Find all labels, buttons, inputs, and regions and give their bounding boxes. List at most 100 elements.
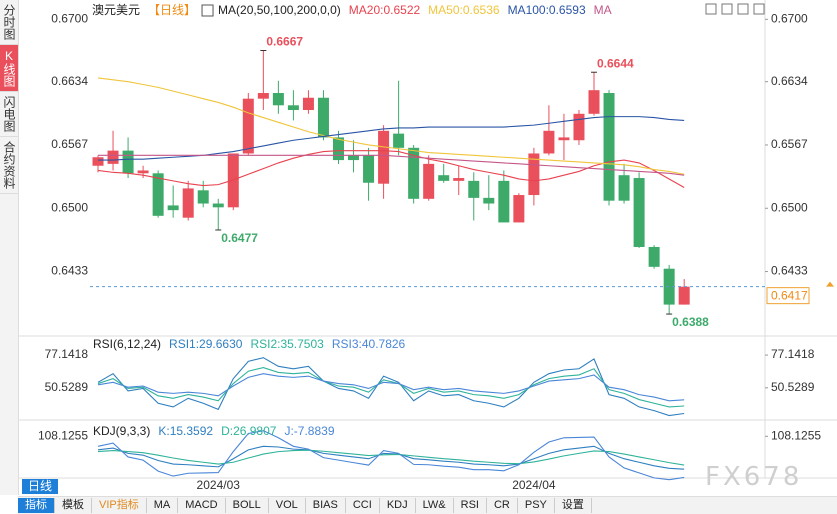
indicator-title: KDJ(9,3,3) xyxy=(93,424,150,438)
candle-body xyxy=(603,93,615,201)
series-line xyxy=(98,154,685,176)
candle-body xyxy=(438,175,450,181)
candle-body xyxy=(648,246,660,267)
candle-body xyxy=(122,150,134,174)
y-tick-label-right: 77.1418 xyxy=(771,347,815,361)
toolbar-button[interactable]: PSY xyxy=(518,498,555,513)
icon[interactable] xyxy=(737,3,749,15)
candle-body xyxy=(663,268,675,305)
toolbar: 指标 模板 VIP指标 MA MACD BOLL VOL BIAS CCI KDJ LW& RSI CR… xyxy=(18,496,837,514)
series-line xyxy=(98,116,685,161)
candle-body xyxy=(588,90,600,114)
toolbar-button[interactable]: MACD xyxy=(178,498,226,513)
extreme-label: 0.6667 xyxy=(266,35,303,49)
tab[interactable]: 分时图 xyxy=(0,0,18,45)
y-tick-label-right: 0.6433 xyxy=(771,264,808,278)
y-tick-label: 108.1255 xyxy=(38,428,88,442)
candle-body xyxy=(332,137,344,161)
toolbar-button[interactable]: KDJ xyxy=(380,498,416,513)
candle-body xyxy=(423,163,435,199)
toolbar-button[interactable]: BIAS xyxy=(306,498,346,513)
legend-entry: RSI3:40.7826 xyxy=(332,337,406,351)
toolbar-button[interactable]: 模板 xyxy=(55,498,92,513)
y-tick-label: 0.6567 xyxy=(51,137,88,151)
candle-body xyxy=(272,93,284,106)
series-line xyxy=(97,357,685,417)
legend-entry: MA100:0.6593 xyxy=(508,3,586,17)
toolbar-button[interactable]: VOL xyxy=(269,498,306,513)
legend-entry: RSI2:35.7503 xyxy=(250,337,324,351)
series-line xyxy=(97,445,685,470)
toolbar-button[interactable]: BOLL xyxy=(226,498,269,513)
extreme-label: 0.6388 xyxy=(672,315,709,329)
series-line xyxy=(97,373,685,402)
candle-body xyxy=(573,113,585,141)
period-button[interactable]: 日线 xyxy=(22,479,58,494)
sidebar: 分时图 K线图 闪电图 合约资料 xyxy=(0,0,19,495)
candle-body xyxy=(257,93,269,99)
series-line xyxy=(97,449,685,466)
candle-body xyxy=(287,105,299,111)
y-tick-label: 50.5289 xyxy=(45,380,89,394)
candle-body xyxy=(348,155,360,161)
last-price-box xyxy=(766,287,810,305)
toolbar-button[interactable]: 指标 xyxy=(18,498,55,513)
candle-body xyxy=(498,180,510,223)
y-tick-label-right: 0.6634 xyxy=(771,74,808,88)
candle-body xyxy=(453,178,465,181)
legend-entry: D:26.9807 xyxy=(221,424,277,438)
toolbar-button[interactable]: CR xyxy=(487,498,518,513)
y-tick-label-right: 0.6567 xyxy=(771,137,808,151)
icon[interactable] xyxy=(705,3,717,15)
candle-body xyxy=(558,137,570,141)
candle-body xyxy=(513,195,525,223)
candle-body xyxy=(242,98,254,154)
legend-entry: J:-7.8839 xyxy=(284,424,334,438)
candle-body xyxy=(167,205,179,211)
toolbar-button[interactable]: LW& xyxy=(416,498,454,513)
candle-body xyxy=(152,173,164,216)
watermark: FX678 xyxy=(705,462,803,492)
candle-body xyxy=(92,157,104,166)
toolbar-button[interactable]: MA xyxy=(147,498,179,513)
icon[interactable] xyxy=(753,3,765,15)
toolbar-icons xyxy=(705,3,765,15)
candle-body xyxy=(182,188,194,218)
legend-entry: MA xyxy=(594,3,612,17)
toolbar-button[interactable]: 设置 xyxy=(555,498,592,513)
x-tick-label: 2024/04 xyxy=(512,478,556,492)
last-price-label: 0.6417 xyxy=(771,288,808,302)
indicator-icon xyxy=(201,4,214,17)
toolbar-button[interactable]: RSI xyxy=(454,498,487,513)
series-line xyxy=(97,77,685,175)
y-tick-label: 0.6500 xyxy=(51,200,88,214)
tab[interactable]: 合约资料 xyxy=(0,137,18,194)
legend-entry: MA20:0.6522 xyxy=(349,3,421,17)
candle-body xyxy=(543,130,555,154)
legend-entry: K:15.3592 xyxy=(158,424,213,438)
last-price-arrow xyxy=(826,281,834,287)
legend-entry: MA50:0.6536 xyxy=(428,3,500,17)
indicator-title: MA(20,50,100,200,0,0) xyxy=(218,3,341,17)
candle-body xyxy=(197,190,209,204)
extreme-label: 0.6477 xyxy=(221,231,258,245)
candle-body xyxy=(618,175,630,201)
toolbar-button[interactable]: CCI xyxy=(346,498,380,513)
icon[interactable] xyxy=(721,3,733,15)
indicator-title: RSI(6,12,24) xyxy=(93,337,161,351)
candle-body xyxy=(678,286,690,305)
tab[interactable]: 闪电图 xyxy=(0,92,18,137)
period: 【日线】 xyxy=(148,3,196,17)
tab[interactable]: K线图 xyxy=(0,45,18,92)
y-tick-label-right: 0.6500 xyxy=(771,200,808,214)
x-tick-label: 2024/03 xyxy=(197,478,241,492)
candle-body xyxy=(528,153,540,196)
candle-body xyxy=(107,150,119,164)
candle-body xyxy=(408,147,420,199)
toolbar-button[interactable]: VIP指标 xyxy=(92,498,147,513)
y-tick-label: 77.1418 xyxy=(45,347,89,361)
y-tick-label: 0.6634 xyxy=(51,74,88,88)
y-tick-label-right: 0.6700 xyxy=(771,12,808,26)
candle-body xyxy=(483,197,495,204)
candle-body xyxy=(212,203,224,208)
